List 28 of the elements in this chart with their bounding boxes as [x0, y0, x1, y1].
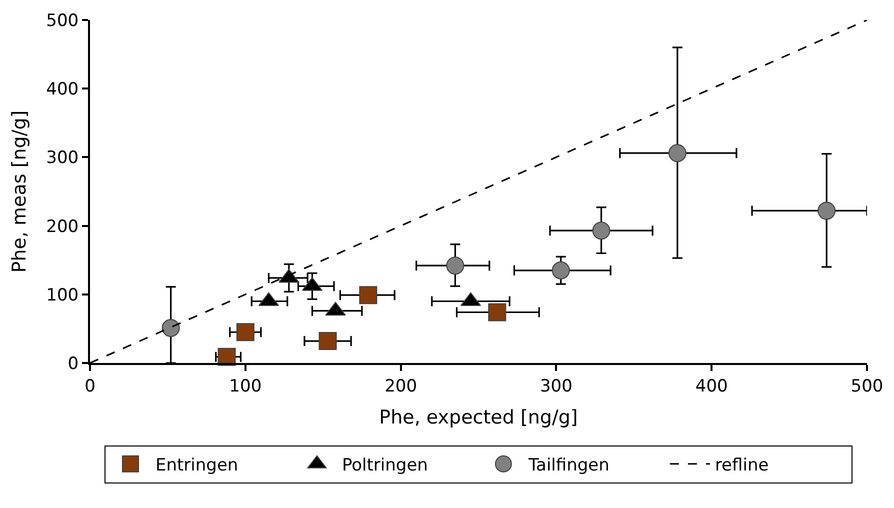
point	[446, 256, 464, 275]
point	[162, 319, 180, 337]
point	[592, 222, 610, 240]
y-axis-title: Phe, meas [ng/g]	[8, 110, 30, 273]
x-tick-label: 0	[84, 376, 96, 396]
point	[359, 286, 378, 304]
point	[318, 332, 337, 350]
legend-label: Entringen	[156, 456, 238, 476]
x-tick-label: 500	[850, 376, 884, 396]
y-tick-label: 0	[68, 354, 79, 374]
y-tick-label: 500	[46, 10, 79, 31]
legend-label: Poltringen	[342, 456, 428, 476]
x-axis-title: Phe, expected [ng/g]	[379, 406, 578, 429]
point	[668, 144, 686, 162]
x-tick-label: 100	[229, 376, 262, 396]
y-tick-label: 200	[46, 216, 79, 237]
legend-label: refline	[714, 456, 769, 476]
y-tick-label: 300	[46, 148, 79, 168]
x-tick-label: 300	[540, 376, 572, 396]
point	[552, 261, 570, 280]
point	[488, 303, 506, 322]
x-tick-label: 400	[695, 376, 728, 396]
point	[236, 323, 254, 342]
y-tick-label: 100	[46, 285, 79, 306]
point	[818, 202, 836, 220]
legend-label: Tailfingen	[527, 456, 610, 476]
x-tick-label: 200	[384, 376, 418, 396]
y-tick-label: 400	[46, 80, 79, 100]
